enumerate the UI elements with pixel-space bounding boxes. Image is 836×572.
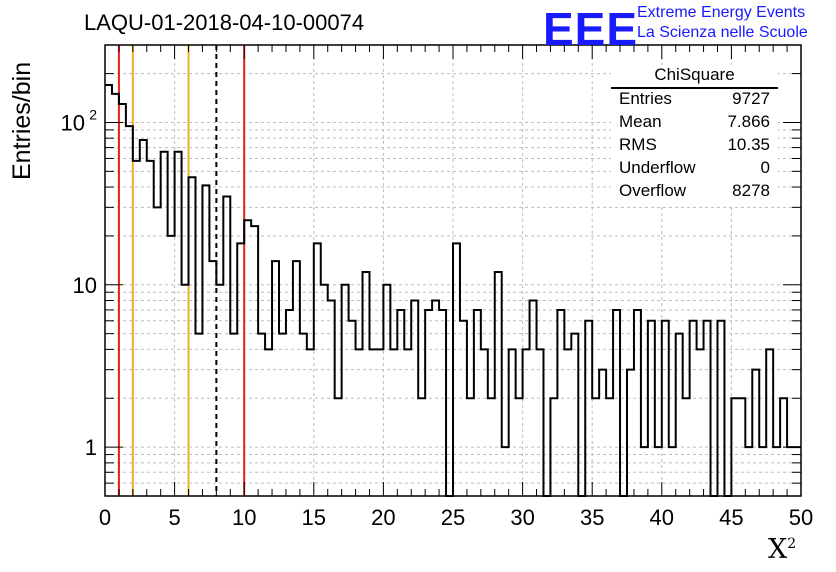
x-tick-label: 35 <box>580 505 604 530</box>
eee-logo: EEE <box>543 3 639 55</box>
stats-value: 8278 <box>732 181 770 200</box>
x-tick-label: 25 <box>441 505 465 530</box>
x-tick-label: 40 <box>650 505 674 530</box>
x-tick-label: 15 <box>302 505 326 530</box>
axis-ticks <box>104 44 802 497</box>
stats-row: Underflow 0 <box>611 158 778 181</box>
reference-lines <box>117 45 246 496</box>
stats-box: ChiSquare Entries 9727 Mean 7.866 RMS 10.35… <box>611 65 778 204</box>
stats-label: Mean <box>619 112 662 131</box>
brand-line-2: La Scienza nelle Scuole <box>637 24 808 41</box>
stats-label: Overflow <box>619 181 687 200</box>
x-tick-label: 5 <box>168 505 180 530</box>
x-axis-label-base: X <box>768 534 788 565</box>
stats-value: 9727 <box>732 89 770 108</box>
y-tick-label: 10 <box>61 110 85 135</box>
x-tick-label: 30 <box>510 505 534 530</box>
stats-row: RMS 10.35 <box>611 135 778 158</box>
x-tick-label: 50 <box>789 505 813 530</box>
stats-row: Entries 9727 <box>611 89 778 112</box>
x-tick-label: 10 <box>232 505 256 530</box>
x-tick-label: 20 <box>371 505 395 530</box>
stats-value: 7.866 <box>727 112 770 131</box>
x-tick-label: 0 <box>99 505 111 530</box>
stats-row: Mean 7.866 <box>611 112 778 135</box>
stats-label: Entries <box>619 89 672 108</box>
y-tick-label: 10 <box>73 273 97 298</box>
stats-label: RMS <box>619 135 657 154</box>
x-axis-label-superscript: 2 <box>787 536 797 552</box>
brand-line-1: Extreme Energy Events <box>637 4 806 21</box>
x-tick-label: 45 <box>719 505 743 530</box>
y-tick-label: 1 <box>85 435 97 460</box>
stats-label: Underflow <box>619 158 696 177</box>
y-tick-label-exponent: 2 <box>89 106 97 122</box>
stats-title: ChiSquare <box>611 65 778 89</box>
stats-value: 0 <box>760 158 770 177</box>
y-axis-label: Entries/bin <box>8 61 36 180</box>
stats-row: Overflow 8278 <box>611 181 778 204</box>
x-axis-label: X2 <box>768 534 796 565</box>
run-title: LAQU-01-2018-04-10-00074 <box>84 10 365 35</box>
stats-value: 10.35 <box>727 135 770 154</box>
